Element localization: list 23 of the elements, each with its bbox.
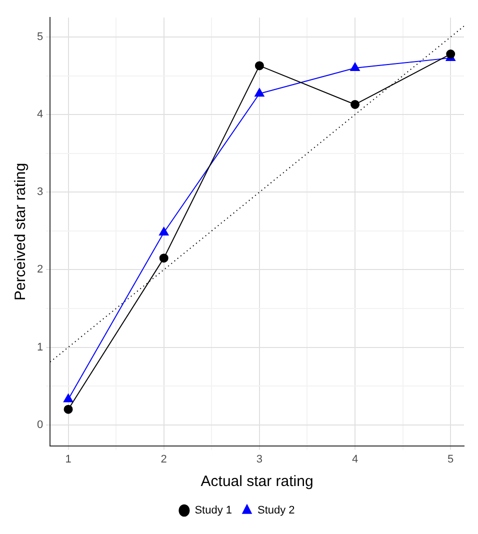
x-tick-label: 2 [160, 453, 167, 466]
legend-label: Study 1 [194, 504, 232, 517]
y-axis-title: Perceived star rating [12, 162, 30, 300]
point [64, 404, 73, 414]
y-tick-label: 0 [36, 418, 44, 431]
point [254, 88, 264, 97]
point [63, 394, 74, 402]
x-tick-label: 1 [65, 453, 72, 466]
x-tick-label: 5 [448, 453, 454, 466]
y-tick-label: 3 [36, 186, 44, 198]
x-tick-label: 3 [256, 453, 263, 466]
y-tick-label: 4 [36, 108, 44, 121]
x-tick-label: 4 [352, 453, 358, 466]
x-axis-title: Actual star rating [200, 473, 314, 490]
point [350, 100, 360, 109]
point [254, 61, 264, 70]
point [350, 62, 360, 72]
y-tick-label: 1 [36, 341, 44, 354]
point [159, 226, 169, 236]
point [159, 254, 168, 263]
y-tick-label: 2 [36, 264, 44, 276]
y-tick-label: 5 [36, 31, 44, 44]
legend-label: Study 2 [258, 504, 295, 517]
